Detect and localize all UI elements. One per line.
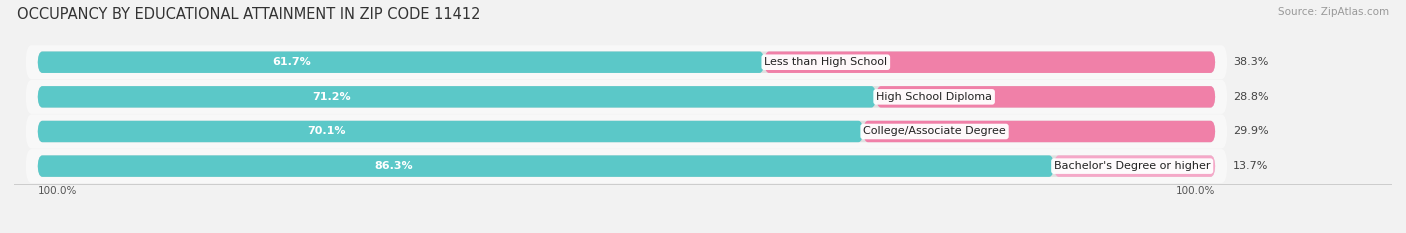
Text: 100.0%: 100.0%	[1175, 186, 1215, 196]
FancyBboxPatch shape	[1054, 155, 1215, 177]
Text: Bachelor's Degree or higher: Bachelor's Degree or higher	[1054, 161, 1211, 171]
Text: 86.3%: 86.3%	[374, 161, 412, 171]
Text: High School Diploma: High School Diploma	[876, 92, 993, 102]
FancyBboxPatch shape	[38, 51, 1215, 73]
FancyBboxPatch shape	[25, 45, 1227, 79]
Text: 38.3%: 38.3%	[1233, 57, 1268, 67]
FancyBboxPatch shape	[863, 121, 1215, 142]
Text: 29.9%: 29.9%	[1233, 127, 1268, 137]
FancyBboxPatch shape	[765, 51, 1215, 73]
FancyBboxPatch shape	[25, 149, 1227, 183]
FancyBboxPatch shape	[25, 80, 1227, 114]
Text: 28.8%: 28.8%	[1233, 92, 1268, 102]
Text: Less than High School: Less than High School	[765, 57, 887, 67]
Text: 61.7%: 61.7%	[273, 57, 311, 67]
Text: Source: ZipAtlas.com: Source: ZipAtlas.com	[1278, 7, 1389, 17]
FancyBboxPatch shape	[38, 51, 765, 73]
FancyBboxPatch shape	[38, 86, 1215, 108]
Text: 70.1%: 70.1%	[308, 127, 346, 137]
FancyBboxPatch shape	[38, 86, 876, 108]
FancyBboxPatch shape	[38, 155, 1054, 177]
Text: OCCUPANCY BY EDUCATIONAL ATTAINMENT IN ZIP CODE 11412: OCCUPANCY BY EDUCATIONAL ATTAINMENT IN Z…	[17, 7, 481, 22]
FancyBboxPatch shape	[38, 155, 1215, 177]
Text: 13.7%: 13.7%	[1233, 161, 1268, 171]
FancyBboxPatch shape	[25, 114, 1227, 148]
FancyBboxPatch shape	[38, 121, 863, 142]
Text: College/Associate Degree: College/Associate Degree	[863, 127, 1005, 137]
Text: 100.0%: 100.0%	[38, 186, 77, 196]
Text: 71.2%: 71.2%	[312, 92, 350, 102]
FancyBboxPatch shape	[876, 86, 1215, 108]
FancyBboxPatch shape	[38, 121, 1215, 142]
